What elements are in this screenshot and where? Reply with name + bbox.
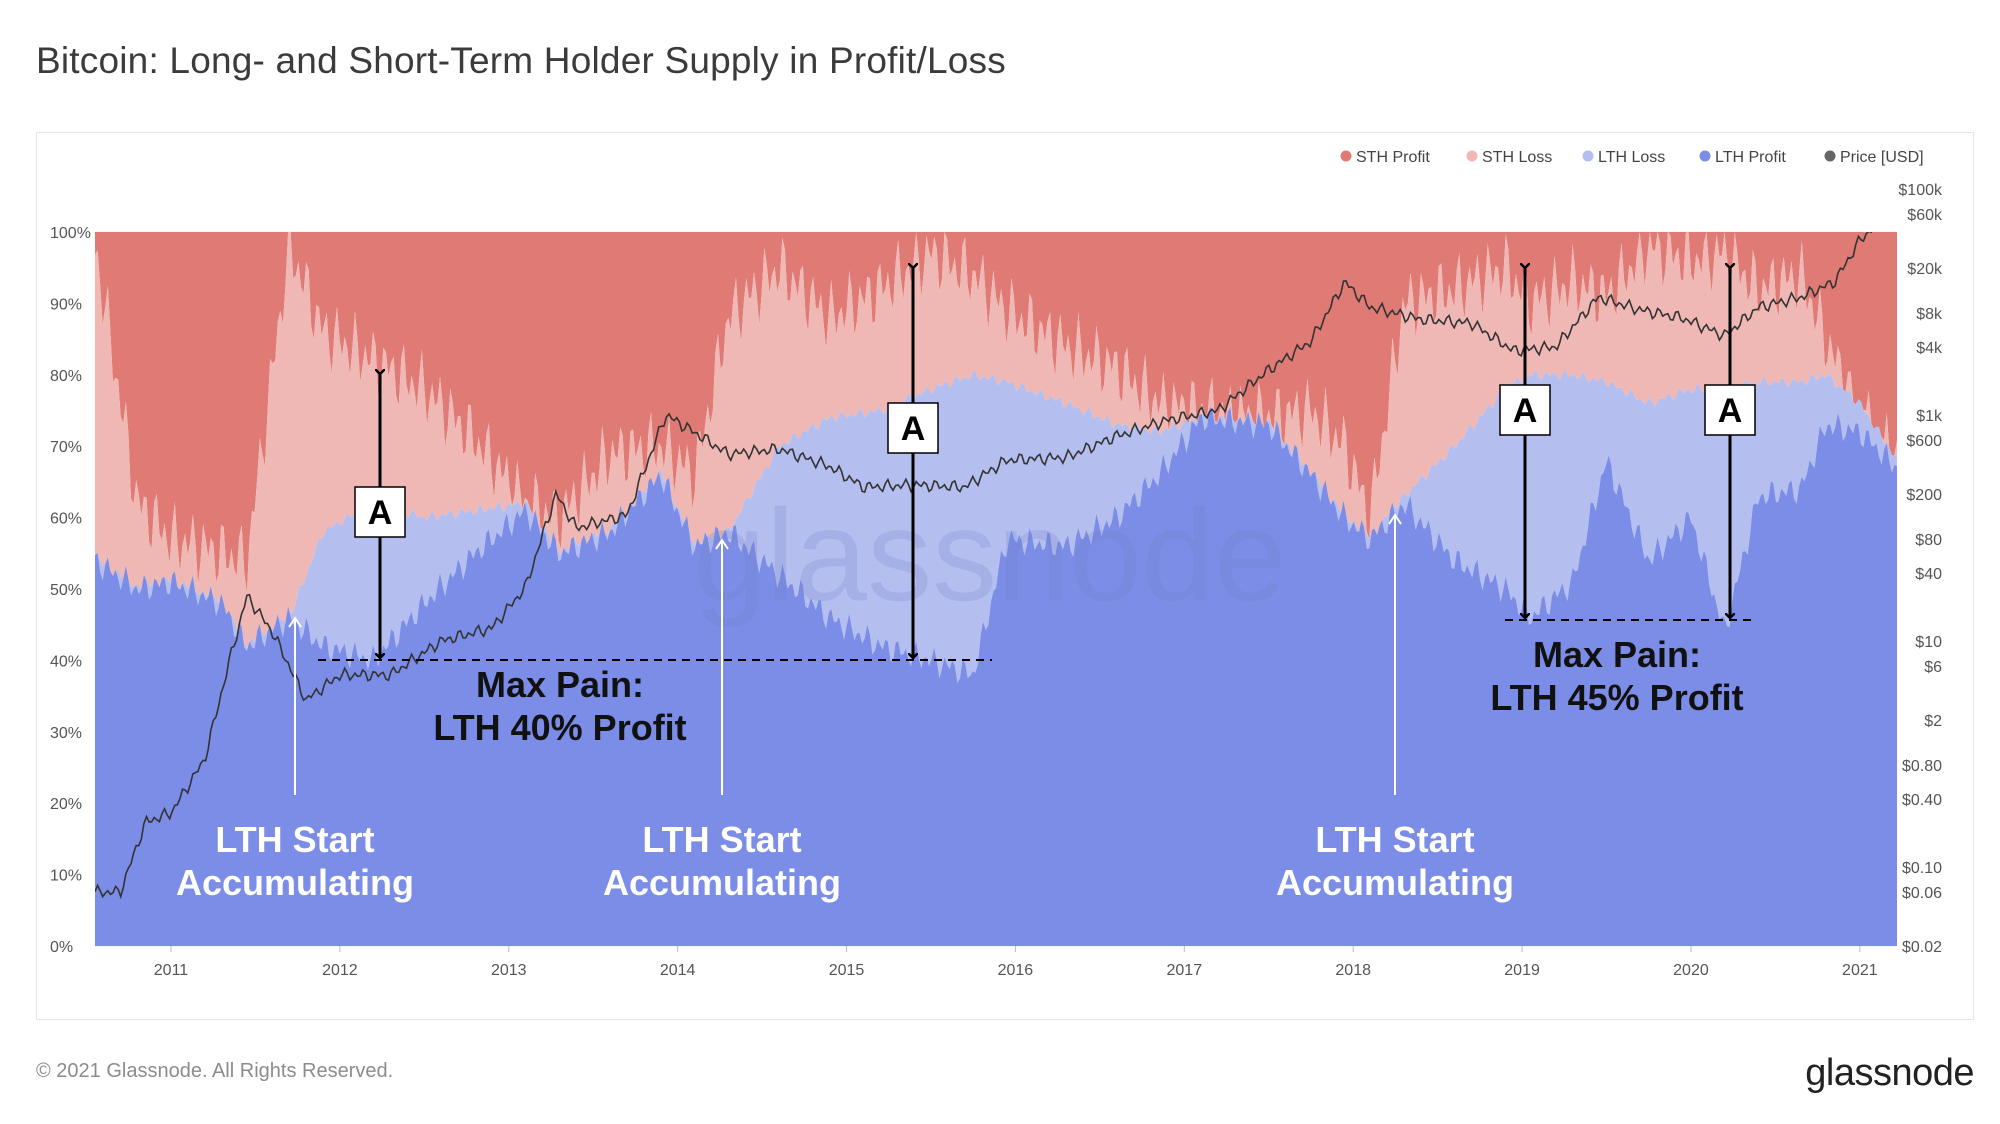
area-layer xyxy=(95,232,1897,946)
lth-start-arrowhead xyxy=(1388,513,1402,525)
sth-loss-area xyxy=(95,232,1897,649)
watermark: glassnode xyxy=(694,482,1287,628)
legend-item: STH Profit xyxy=(1356,149,1430,166)
legend-swatch xyxy=(1340,150,1352,162)
legend-item: STH Loss xyxy=(1482,149,1552,166)
annotation-box-label: A xyxy=(1513,392,1538,430)
x-tick-label: 2011 xyxy=(154,962,189,979)
annotation-box-a xyxy=(354,486,406,538)
max-pain-label-1: Max Pain: LTH 40% Profit xyxy=(433,664,686,748)
y-right-tick-label: $1k xyxy=(1916,408,1943,425)
legend-item: Price [USD] xyxy=(1840,149,1924,166)
y-right-tick-label: $8k xyxy=(1916,306,1943,323)
x-tick-label: 2013 xyxy=(491,962,527,979)
lth-profit-area xyxy=(95,407,1897,946)
y-left-tick-label: 70% xyxy=(50,439,82,456)
x-tick-label: 2012 xyxy=(322,962,358,979)
y-left-tick-label: 0% xyxy=(50,939,73,956)
legend-item: LTH Profit xyxy=(1715,149,1786,166)
y-right-tick-label: $6 xyxy=(1924,659,1942,676)
annotation-box-label: A xyxy=(1718,392,1743,430)
y-left-tick-label: 50% xyxy=(50,582,82,599)
y-right-tick-label: $0.40 xyxy=(1902,792,1942,809)
x-tick-label: 2016 xyxy=(998,962,1034,979)
legend-swatch xyxy=(1824,150,1836,162)
page-title: Bitcoin: Long- and Short-Term Holder Sup… xyxy=(36,40,1006,81)
y-right-tick-label: $100k xyxy=(1898,182,1943,199)
legend-swatch xyxy=(1699,150,1711,162)
y-left-tick-label: 60% xyxy=(50,511,82,528)
sth-profit-area xyxy=(95,232,1897,593)
y-right-tick-label: $60k xyxy=(1907,207,1943,224)
x-tick-label: 2020 xyxy=(1673,962,1709,979)
lth-loss-area xyxy=(95,369,1897,683)
y-left-tick-label: 10% xyxy=(50,868,82,885)
lth-start-label: LTH Start Accumulating xyxy=(1276,819,1514,903)
y-left-tick-label: 30% xyxy=(50,725,82,742)
footer-copyright: © 2021 Glassnode. All Rights Reserved. xyxy=(36,1060,394,1082)
lth-start-label: LTH Start Accumulating xyxy=(176,819,414,903)
max-pain-label-2: Max Pain: LTH 45% Profit xyxy=(1490,634,1743,718)
legend-swatch xyxy=(1582,150,1594,162)
annotation-box-a xyxy=(1704,384,1756,436)
x-tick-label: 2015 xyxy=(829,962,865,979)
axis-layer: 100% 90% 80% 70% 60% 50% 40% 30% 20% 10% 0% $100k $6… xyxy=(50,182,1943,979)
lth-start-label: LTH Start Accumulating xyxy=(603,819,841,903)
y-right-tick-label: $200 xyxy=(1906,487,1942,504)
x-tick-label: 2014 xyxy=(660,962,696,979)
x-tick-label: 2021 xyxy=(1842,962,1878,979)
y-left-tick-label: 40% xyxy=(50,653,82,670)
y-right-tick-label: $0.80 xyxy=(1902,758,1942,775)
y-right-tick-label: $600 xyxy=(1906,433,1942,450)
y-left-tick-label: 20% xyxy=(50,796,82,813)
annotation-box-label: A xyxy=(368,494,393,532)
annotation-layer: A A A A Max Pain: LTH 40% Profit Max Pain: LTH … xyxy=(176,268,1757,903)
x-tick-label: 2019 xyxy=(1504,962,1540,979)
legend-item: LTH Loss xyxy=(1598,149,1665,166)
lth-start-arrowhead xyxy=(715,538,729,550)
y-right-tick-label: $0.06 xyxy=(1902,885,1942,902)
y-right-tick-label: $0.02 xyxy=(1902,939,1942,956)
y-right-tick-label: $10 xyxy=(1915,634,1942,651)
y-left-tick-label: 90% xyxy=(50,296,82,313)
price-line xyxy=(95,232,1873,900)
lth-start-arrowhead xyxy=(288,616,302,628)
y-right-tick-label: $40 xyxy=(1915,566,1942,583)
annotation-box-a xyxy=(1499,384,1551,436)
y-right-tick-label: $80 xyxy=(1915,532,1942,549)
annotation-box-a xyxy=(887,402,939,454)
y-right-tick-label: $20k xyxy=(1907,261,1943,278)
x-tick-label: 2018 xyxy=(1335,962,1371,979)
y-left-tick-label: 80% xyxy=(50,368,82,385)
x-tick-label: 2017 xyxy=(1167,962,1203,979)
annotation-box-label: A xyxy=(901,410,926,448)
y-left-tick-label: 100% xyxy=(50,225,91,242)
legend-swatch xyxy=(1466,150,1478,162)
y-right-tick-label: $4k xyxy=(1916,340,1943,357)
y-right-tick-label: $0.10 xyxy=(1902,860,1942,877)
price-layer xyxy=(95,232,1873,900)
y-right-tick-label: $2 xyxy=(1924,713,1942,730)
legend: STH Profit STH Loss LTH Loss LTH Profit Pric… xyxy=(1340,149,1924,166)
glassnode-logo: glassnode xyxy=(1805,1052,1974,1094)
